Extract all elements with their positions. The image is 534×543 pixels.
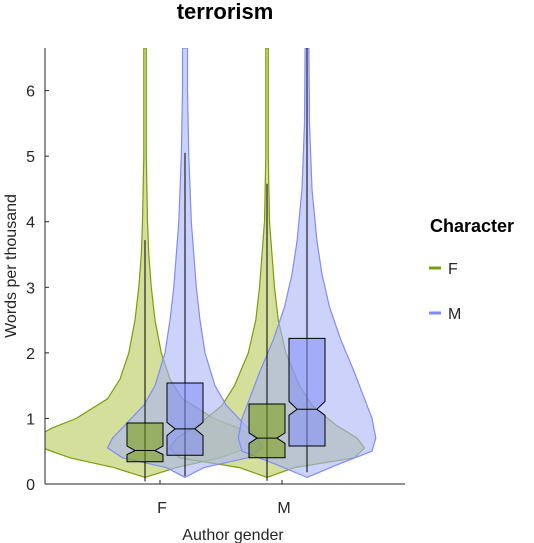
axes: 0 1 2 3 4 5 6 F M [26,48,405,517]
y-axis-label: Words per thousand [3,194,20,338]
y-tick-label: 6 [26,84,35,101]
y-tick-label: 0 [26,477,35,494]
y-tick-label: 5 [26,149,35,166]
x-tick-label: F [157,500,167,517]
box-m-m [288,337,326,447]
box-m-f [166,382,204,456]
y-tick-label: 1 [26,411,35,428]
plot-area [45,48,377,482]
y-tick-label: 2 [26,346,35,363]
box-f-f [126,422,164,463]
legend-label-m: M [448,306,461,323]
y-tick-label: 3 [26,280,35,297]
x-axis-label: Author gender [182,527,284,543]
legend-label-f: F [448,261,458,278]
box-f-m [248,403,286,459]
plot-clip-group [45,48,377,482]
x-tick-label: M [277,500,290,517]
y-tick-label: 4 [26,215,35,232]
chart-title: terrorism [177,0,274,24]
legend: Character F M [429,216,514,323]
legend-title: Character [430,216,514,236]
